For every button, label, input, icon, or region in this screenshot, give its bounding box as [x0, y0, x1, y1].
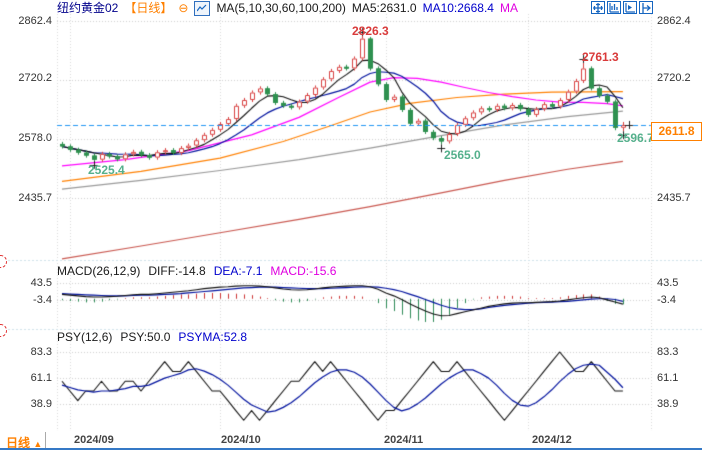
ma30-value-label: MA	[499, 1, 518, 15]
ma10-value-label: MA10:2668.4	[422, 1, 494, 15]
psy-axis-label: 38.9	[657, 398, 679, 410]
macd-params-label: MACD(26,12,9)	[57, 264, 141, 278]
price-axis-label: 2578.0	[18, 132, 52, 144]
ma5-value-label: MA5:2631.0	[351, 1, 417, 15]
psy-axis-label: 38.9	[30, 398, 52, 410]
price-axis-label: 2862.4	[18, 15, 52, 27]
macd-diff-label: DIFF:-14.8	[148, 264, 206, 278]
price-axis-label: 2862.4	[657, 15, 691, 27]
expand-x-icon[interactable]	[623, 1, 637, 14]
price-axis-label: 2720.2	[18, 72, 52, 84]
psy-header: PSY(12,6) PSY:50.0 PSYMA:52.8	[57, 330, 247, 344]
macd-header: MACD(26,12,9) DIFF:-14.8 DEA:-7.1 MACD:-…	[57, 264, 336, 278]
psyma-value-label: PSYMA:52.8	[178, 330, 248, 344]
compress-x-icon[interactable]	[607, 1, 621, 14]
macd-axis-label: 43.5	[30, 277, 52, 289]
macd-axis-label: -3.4	[657, 294, 676, 306]
chart-header: 纽约黄金02 【日线】 ⊖ MA(5,10,30,60,100,200) MA5…	[57, 0, 518, 16]
scrollbar-track[interactable]	[0, 448, 702, 450]
date-axis-label: 2024/12	[532, 434, 572, 446]
date-axis-label: 2024/10	[221, 434, 261, 446]
period-tag: 【日线】	[124, 1, 173, 15]
move-crosshair-icon[interactable]	[591, 1, 605, 14]
collapse-icon[interactable]: ⊖	[178, 1, 189, 15]
macd-axis-label: -3.4	[33, 294, 52, 306]
current-price-box: 2611.8	[651, 122, 702, 141]
low-price-annotation: 2565.0	[444, 148, 481, 162]
period-selector[interactable]: 日线 ▲	[6, 436, 43, 450]
indicator-chart-icon	[194, 0, 211, 16]
psy-axis-label: 61.1	[30, 372, 52, 384]
macd-bar-label: MACD:-15.6	[270, 264, 337, 278]
price-axis-label: 2435.7	[18, 192, 52, 204]
date-axis-label: 2024/11	[384, 434, 424, 446]
ma-params-label: MA(5,10,30,60,100,200)	[216, 1, 346, 15]
macd-dea-label: DEA:-7.1	[213, 264, 263, 278]
shift-right-icon[interactable]	[639, 1, 653, 14]
psy-axis-label: 83.3	[657, 346, 679, 358]
psy-params-label: PSY(12,6)	[57, 330, 113, 344]
low-price-annotation: 2596.7	[617, 131, 654, 145]
low-price-annotation: 2525.4	[88, 163, 125, 177]
triangle-up-icon: ▲	[33, 439, 43, 449]
psy-value-label: PSY:50.0	[120, 330, 171, 344]
instrument-title: 纽约黄金02	[57, 1, 119, 15]
psy-axis-label: 61.1	[657, 372, 679, 384]
chart-toolbar	[591, 1, 653, 14]
high-price-annotation: 2826.3	[352, 24, 389, 38]
high-price-annotation: 2761.3	[582, 50, 619, 64]
macd-axis-label: 43.5	[657, 277, 679, 289]
footer-divider	[45, 432, 46, 449]
price-axis-label: 2720.2	[657, 72, 691, 84]
time-axis-bar: 日线 ▲ 2024/09 2024/10 2024/11 2024/12	[0, 431, 702, 453]
psy-axis-label: 83.3	[30, 346, 52, 358]
date-axis-label: 2024/09	[74, 434, 114, 446]
price-axis-label: 2435.7	[657, 192, 691, 204]
